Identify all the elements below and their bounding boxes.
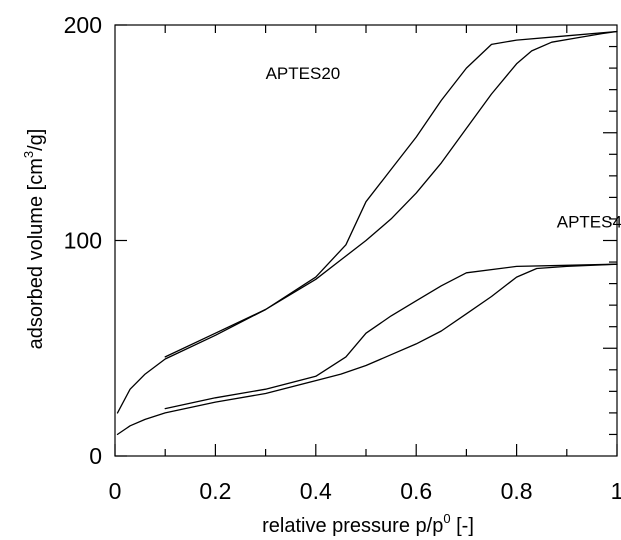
- series-labels: APTES20 APTES40: [266, 64, 621, 232]
- x-tick-label: 0: [109, 478, 122, 504]
- x-tick-label: 0.2: [199, 478, 231, 504]
- x-axis-label: relative pressure p/p0 [-]: [262, 511, 474, 537]
- x-tick-label: 1: [611, 478, 621, 504]
- series-line-aptes20-adsorption: [116, 30, 618, 414]
- y-axis-label: adsorbed volume [cm3/g]: [21, 129, 47, 350]
- series-label-aptes20: APTES20: [266, 64, 341, 83]
- series-line-aptes40-adsorption: [116, 263, 618, 436]
- series-line-aptes20-desorption: [164, 30, 618, 358]
- axis-ticks: [114, 24, 618, 457]
- tick-labels: 0 0.2 0.4 0.6 0.8 1 0 100 200: [64, 12, 621, 504]
- series-line-aptes40-desorption: [164, 263, 618, 410]
- series-label-aptes40: APTES40: [557, 213, 621, 232]
- x-tick-label: 0.6: [400, 478, 432, 504]
- y-tick-label: 0: [89, 443, 102, 469]
- series-curves: [116, 30, 618, 436]
- x-tick-label: 0.8: [501, 478, 533, 504]
- x-tick-label: 0.4: [300, 478, 332, 504]
- y-tick-label: 200: [64, 12, 102, 38]
- y-tick-label: 100: [64, 228, 102, 254]
